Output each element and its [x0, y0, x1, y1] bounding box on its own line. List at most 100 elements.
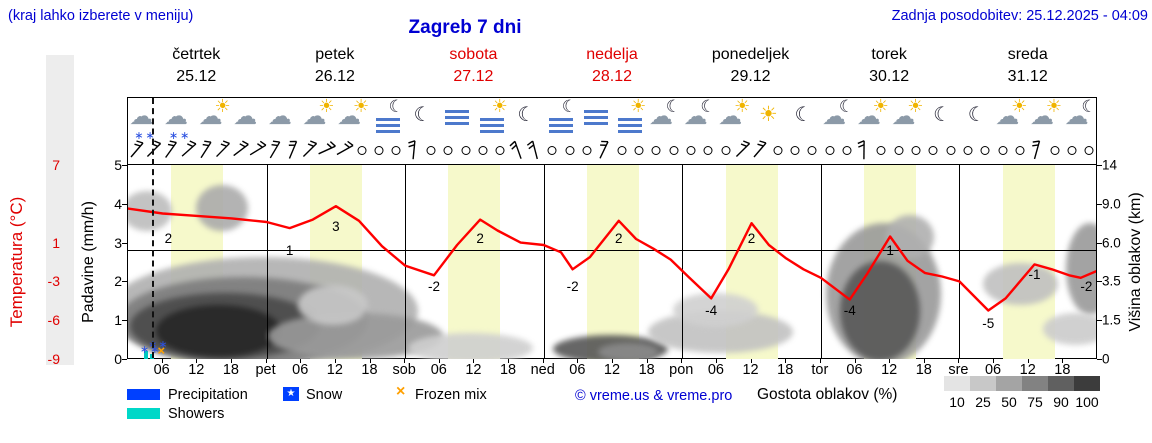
cloud-blob [673, 293, 758, 327]
now-line [151, 98, 154, 358]
moon-icon: ☾ [959, 98, 995, 138]
axis-tick [122, 165, 127, 166]
cloud-density-level-label: 100 [1075, 394, 1099, 410]
calm-circle [721, 146, 731, 155]
cloud-density-swatch [1074, 376, 1100, 391]
day-date: 30.12 [869, 68, 910, 85]
precipitation-axis-title: Padavine (mm/h) [80, 201, 97, 323]
moon-cloud-icon: ☾ ☁ [1063, 97, 1099, 138]
moon-icon: ☾ [794, 104, 813, 126]
x-axis-tick [577, 359, 579, 363]
x-axis-time-label: 12 [1019, 362, 1036, 378]
cloud-blob [886, 215, 934, 259]
cloud-icon: ☁ [822, 103, 847, 130]
moon-fog-icon: ☾ [543, 97, 579, 138]
calm-wind-icon [686, 140, 696, 155]
sun-icon: ☀ [318, 96, 335, 116]
x-axis-time-label: 12 [465, 362, 482, 378]
day-date: 26.12 [314, 68, 355, 85]
fog-icon [439, 98, 475, 138]
x-axis-time-label: 18 [361, 362, 378, 378]
calm-circle [617, 146, 627, 155]
cloud-height-axis-label: 9.0 [1102, 196, 1121, 212]
axis-tick [122, 359, 127, 360]
cloud-height-axis-label: 1.5 [1102, 312, 1121, 328]
moon-icon: ☾ [388, 97, 404, 116]
cloud-blob [298, 285, 368, 325]
fog-icon [479, 118, 504, 136]
frozen-mix-legend-label: Frozen mix [415, 387, 487, 403]
calm-wind-icon [773, 140, 783, 155]
moon-icon: ☾ [786, 98, 822, 138]
calm-circle [980, 146, 990, 155]
cloud-density-level-label: 50 [1001, 394, 1017, 410]
temp-axis-label: -3 [47, 273, 60, 290]
cloud-icon: ☁ [163, 103, 188, 130]
calm-wind-icon [651, 140, 661, 155]
day-name: ponedeljek [711, 46, 790, 63]
cloud-icon: ☁ [129, 103, 154, 130]
calm-wind-icon [669, 140, 679, 155]
sun-icon: ☀ [1045, 96, 1063, 116]
wind-barb-icon [231, 140, 251, 165]
sun-icon: ☀ [734, 96, 751, 116]
calm-circle [374, 146, 384, 155]
x-axis-time-label: 06 [153, 362, 170, 378]
moon-cloud-icon: ☾ ☁ [647, 97, 683, 138]
cloud-blob [840, 261, 920, 359]
cloud-blob [1043, 313, 1096, 345]
calm-wind-icon [1050, 140, 1060, 155]
calm-circle [686, 146, 696, 155]
x-axis-tick [785, 359, 787, 363]
cloud-icon: ☁ [1030, 103, 1055, 130]
cloud-icon: ☁ [266, 98, 302, 138]
wind-barb-icon [283, 140, 303, 165]
precip-axis-label: 4 [114, 195, 122, 212]
x-axis-tick [196, 359, 198, 363]
calm-wind-icon [842, 140, 852, 155]
wind-barb-icon [300, 140, 320, 165]
x-axis-tick [646, 359, 648, 363]
calm-wind-icon [876, 140, 886, 155]
moon-icon: ☾ [413, 104, 432, 126]
x-axis-day-label: tor [811, 362, 829, 378]
x-axis-time-label: 18 [222, 362, 239, 378]
temp-axis-label: 1 [52, 234, 60, 251]
sun-cloud-icon: ☀ ☁ [716, 96, 752, 138]
x-axis-day-label: ned [530, 362, 555, 378]
x-axis-tick [369, 359, 371, 363]
calm-wind-icon [357, 140, 367, 155]
x-axis-time-label: 06 [707, 362, 724, 378]
x-axis-tick [404, 359, 406, 363]
precip-bar [143, 351, 148, 359]
calm-wind-icon [547, 140, 557, 155]
x-axis-time-label: 12 [188, 362, 205, 378]
zero-degree-line [128, 249, 1096, 251]
cloud-density-level-label: 90 [1053, 394, 1069, 410]
daylight-band [587, 165, 639, 359]
sun-cloud-icon: ☀ ☁ [855, 96, 891, 138]
cloud-height-axis-label: 0 [1102, 351, 1110, 367]
calm-wind-icon [703, 140, 713, 155]
x-axis-time-label: 18 [915, 362, 932, 378]
moon-icon: ☾ [700, 97, 716, 116]
cloud-icon: ☁ [233, 103, 258, 130]
x-axis-time-label: 12 [603, 362, 621, 378]
x-axis-tick [1027, 359, 1029, 363]
x-axis-time-label: 12 [326, 362, 343, 378]
x-axis-time-label: 18 [1054, 362, 1071, 378]
calm-wind-icon [963, 140, 973, 155]
temp-axis-label: -9 [47, 351, 60, 367]
sun-cloud-icon: ☀ ☁ [1028, 96, 1064, 138]
fog-icon [375, 118, 400, 136]
daylight-band [448, 165, 501, 359]
temp-point-label: 2 [615, 230, 623, 246]
weather-icons-row: ☁ ∗∗ ☁ ∗∗ ☀ ☁ ☁ ☁ ☀ ☁ ☀ ☁ ☾ ☾ ☀ ☾ ☾ ☀ ☾ ☁ ☾ ☁ ☀ ☁ ☀ ☾ ☾ ☁ ☀ ☁ ☀ ☁ ☾ ☾ ☀ ☁ ☀ ☁… [128, 96, 1099, 142]
x-axis-time-label: 06 [569, 362, 586, 378]
cloud-icon: ☁ [231, 98, 267, 138]
wind-barb-icon [733, 140, 753, 165]
cloud-blob [983, 263, 1058, 305]
day-date: 27.12 [453, 68, 494, 85]
day-date: 28.12 [591, 68, 633, 85]
wind-barb-icon [594, 140, 614, 165]
